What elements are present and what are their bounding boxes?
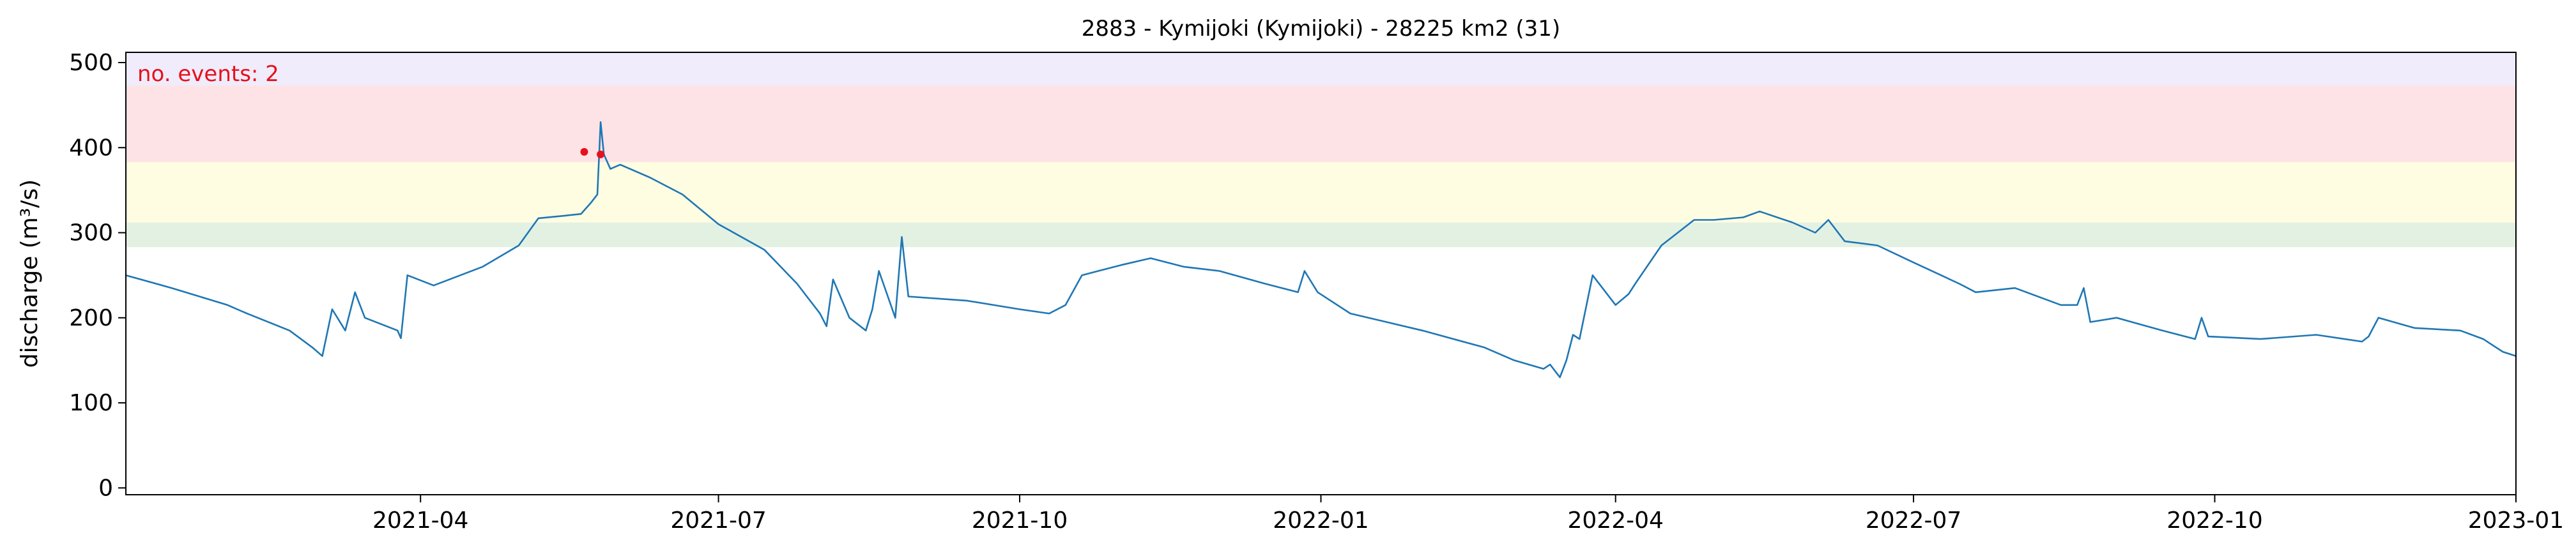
y-tick-label: 400 xyxy=(69,135,113,161)
threshold-bands xyxy=(126,52,2516,248)
x-tick-label: 2022-04 xyxy=(1568,507,1664,534)
discharge-series xyxy=(125,121,2517,379)
chart-title: 2883 - Kymijoki (Kymijoki) - 28225 km2 (… xyxy=(1082,16,1560,41)
threshold-band-4 xyxy=(126,52,2516,86)
x-tick-label: 2022-07 xyxy=(1866,507,1961,534)
y-tick-label: 200 xyxy=(69,305,113,331)
y-tick-label: 100 xyxy=(69,390,113,416)
x-axis: 2021-04 2021-07 2021-10 2022-01 2022-04 2022-… xyxy=(372,495,2564,534)
y-tick-label: 0 xyxy=(98,475,113,501)
threshold-band-3 xyxy=(126,85,2516,162)
discharge-line-1 xyxy=(125,121,2517,379)
event-markers xyxy=(580,147,605,158)
y-tick-label: 300 xyxy=(69,220,113,246)
events-count-annotation: no. events: 2 xyxy=(137,61,279,87)
y-tick-label: 500 xyxy=(69,50,113,76)
y-axis-label: discharge (m³/s) xyxy=(17,179,43,368)
x-tick-label: 2022-10 xyxy=(2166,507,2262,534)
threshold-band-1 xyxy=(126,222,2516,248)
event-marker-1 xyxy=(580,147,588,156)
threshold-band-2 xyxy=(126,162,2516,223)
x-tick-label: 2021-04 xyxy=(372,507,468,534)
event-marker-2 xyxy=(597,150,605,158)
x-tick-label: 2023-01 xyxy=(2468,507,2564,534)
x-tick-label: 2022-01 xyxy=(1273,507,1368,534)
x-tick-label: 2021-10 xyxy=(972,507,1068,534)
x-tick-label: 2021-07 xyxy=(670,507,766,534)
y-axis: 0 100 200 300 400 500 xyxy=(69,50,126,501)
